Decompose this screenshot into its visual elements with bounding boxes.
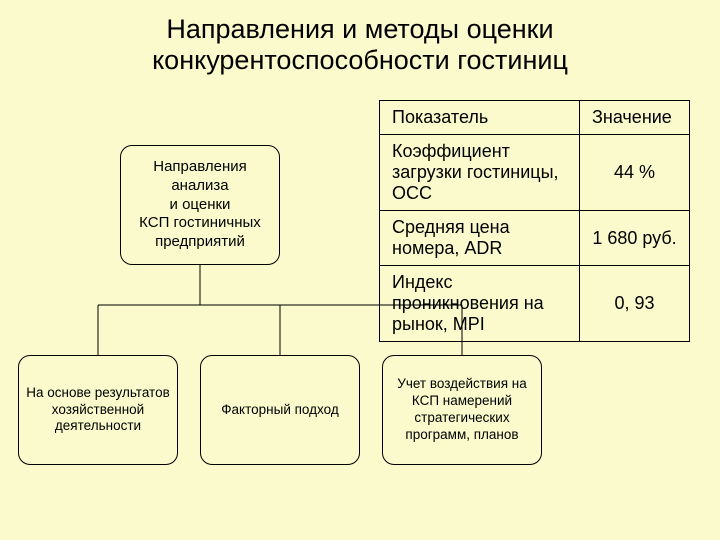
title-line-2: конкурентоспособности гостиниц — [152, 45, 568, 75]
cell-value: 1 680 руб. — [580, 211, 690, 266]
metrics-table: Показатель Значение Коэффициент загрузки… — [379, 100, 690, 342]
cell-value: 44 % — [580, 135, 690, 211]
tree-child-node-1: На основе результатов хозяйственной деят… — [18, 355, 178, 465]
table-row: Коэффициент загрузки гостиницы, OCC 44 % — [380, 135, 690, 211]
cell-indicator: Коэффициент загрузки гостиницы, OCC — [380, 135, 580, 211]
tree-child-label: На основе результатов хозяйственной деят… — [25, 385, 171, 436]
col-header-indicator: Показатель — [380, 101, 580, 135]
page-title: Направления и методы оценки конкурентосп… — [0, 0, 720, 76]
tree-root-label: Направления анализа и оценки КСП гостини… — [127, 158, 273, 252]
tree-child-label: Учет воздействия на КСП намерений страте… — [389, 376, 535, 444]
title-line-1: Направления и методы оценки — [166, 14, 553, 44]
table-header-row: Показатель Значение — [380, 101, 690, 135]
tree-child-node-3: Учет воздействия на КСП намерений страте… — [382, 355, 542, 465]
table-row: Средняя цена номера, ADR 1 680 руб. — [380, 211, 690, 266]
table-row: Индекс проникновения на рынок, MPI 0, 93 — [380, 266, 690, 342]
cell-indicator: Средняя цена номера, ADR — [380, 211, 580, 266]
tree-child-label: Факторный подход — [221, 402, 338, 419]
col-header-value: Значение — [580, 101, 690, 135]
cell-indicator: Индекс проникновения на рынок, MPI — [380, 266, 580, 342]
cell-value: 0, 93 — [580, 266, 690, 342]
tree-root-node: Направления анализа и оценки КСП гостини… — [120, 145, 280, 265]
tree-child-node-2: Факторный подход — [200, 355, 360, 465]
